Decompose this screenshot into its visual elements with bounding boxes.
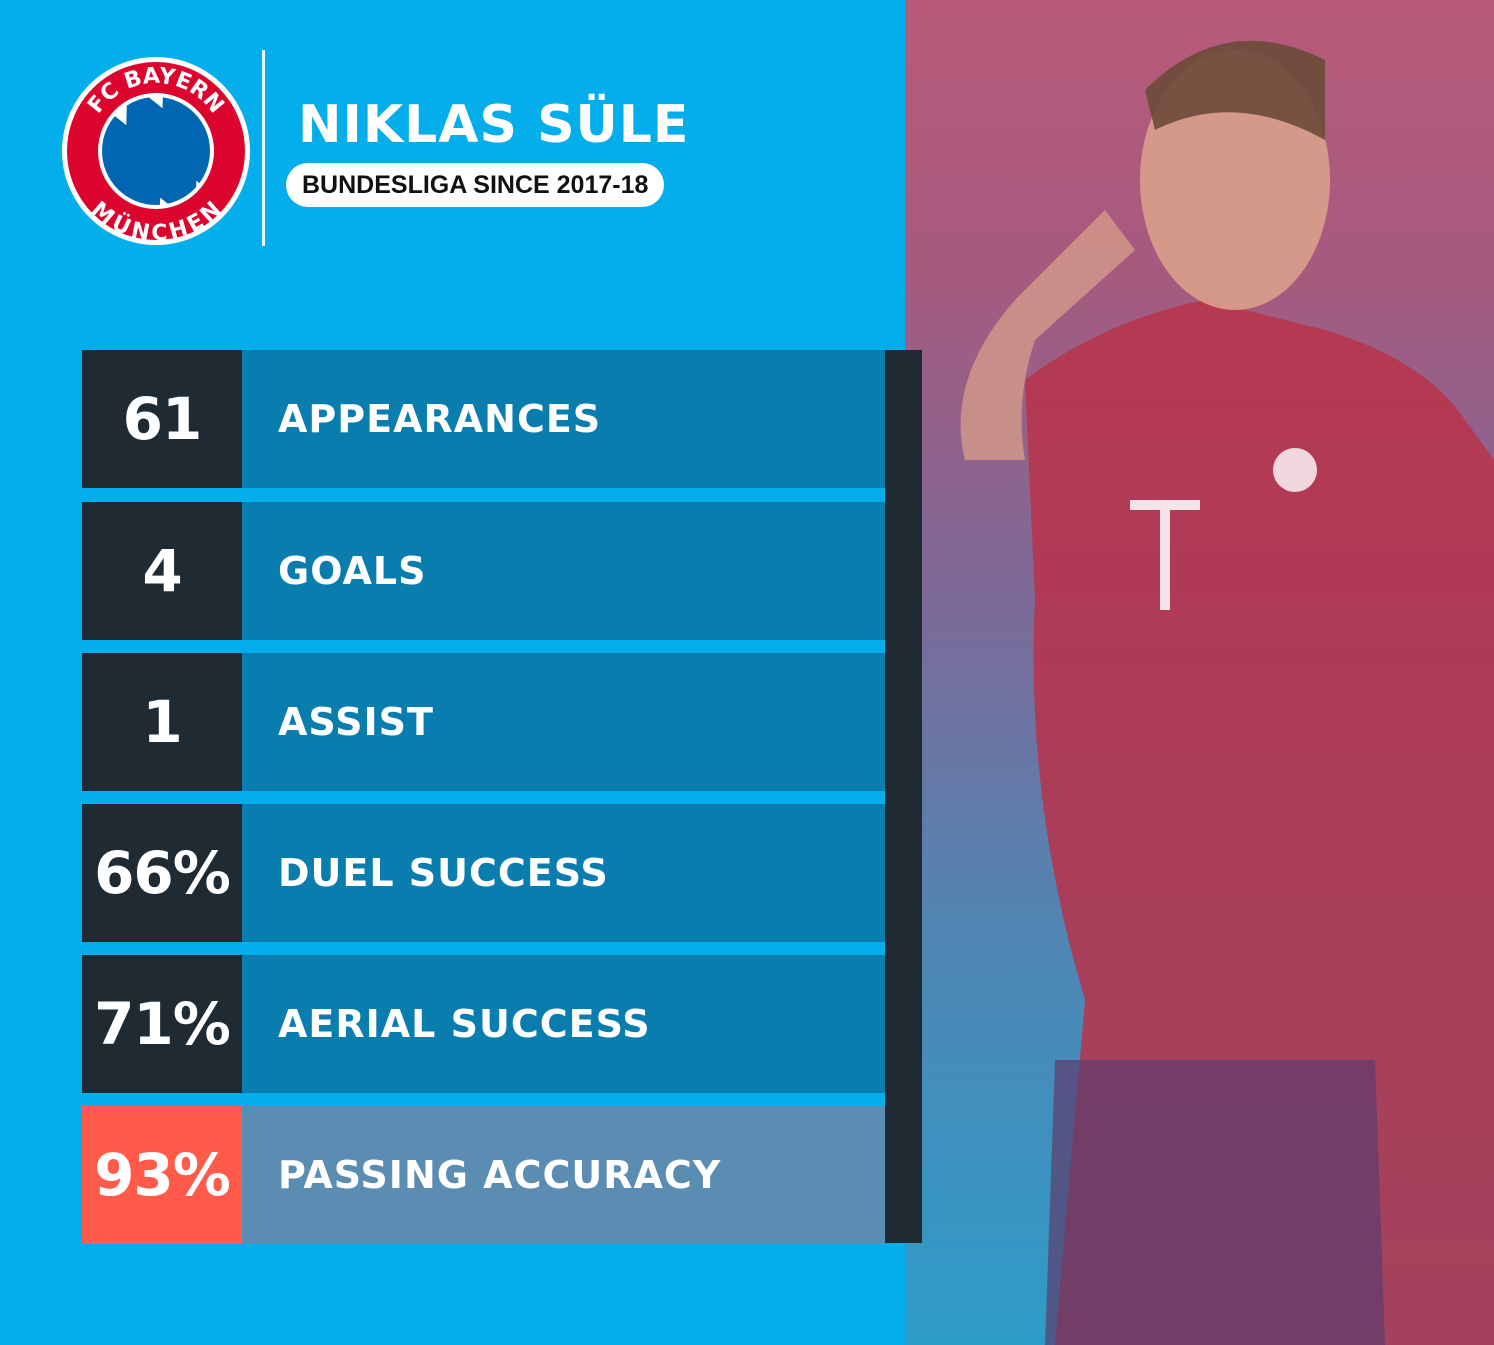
player-photo <box>905 0 1494 1345</box>
stat-value: 93% <box>82 1106 242 1244</box>
stat-row-appearances: 61 APPEARANCES <box>82 350 885 488</box>
stat-label: DUEL SUCCESS <box>242 804 885 942</box>
stat-value: 1 <box>82 653 242 791</box>
stat-value: 66% <box>82 804 242 942</box>
stat-row-aerial-success: 71% AERIAL SUCCESS <box>82 955 885 1093</box>
stat-value: 61 <box>82 350 242 488</box>
stat-row-passing-accuracy: 93% PASSING ACCURACY <box>82 1106 885 1244</box>
stat-label: GOALS <box>242 502 885 640</box>
stat-row-duel-success: 66% DUEL SUCCESS <box>82 804 885 942</box>
stat-label: ASSIST <box>242 653 885 791</box>
header-divider <box>262 50 265 246</box>
player-silhouette <box>960 40 1494 1345</box>
stats-side-rail <box>885 350 922 1243</box>
stat-label: AERIAL SUCCESS <box>242 955 885 1093</box>
club-logo: FC BAYERN MÜNCHEN <box>60 55 252 247</box>
stat-label: PASSING ACCURACY <box>242 1106 885 1244</box>
stat-row-goals: 4 GOALS <box>82 502 885 640</box>
stat-label: APPEARANCES <box>242 350 885 488</box>
stat-row-assist: 1 ASSIST <box>82 653 885 791</box>
stat-value: 71% <box>82 955 242 1093</box>
subtitle-badge: BUNDESLIGA SINCE 2017-18 <box>286 163 665 207</box>
stat-value: 4 <box>82 502 242 640</box>
player-name: NIKLAS SÜLE <box>298 95 690 155</box>
